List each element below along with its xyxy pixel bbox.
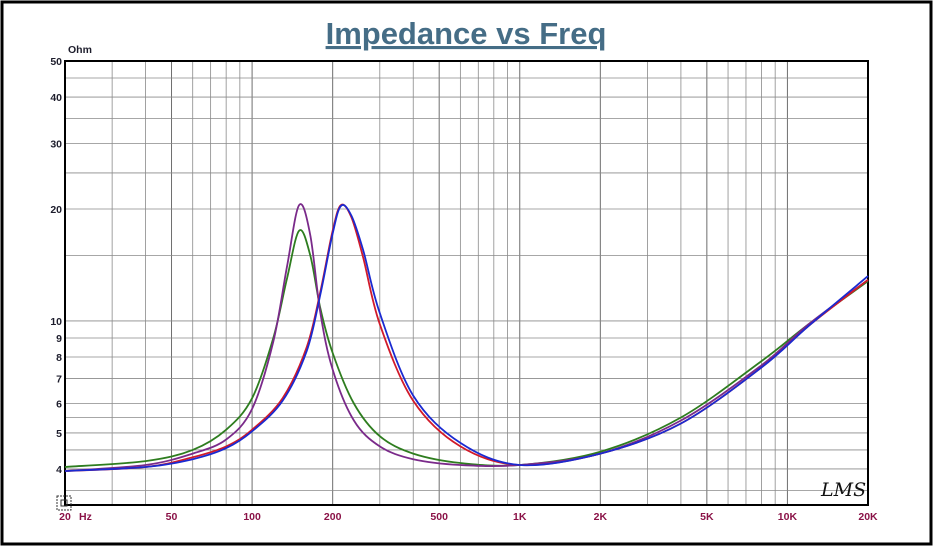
watermark-logo: LMS [820, 479, 866, 501]
y-tick-label: 8 [56, 352, 62, 364]
y-tick-label: 4 [56, 464, 62, 476]
x-tick-label: 500 [430, 511, 448, 523]
x-tick-label: 50 [166, 511, 178, 523]
y-tick-label: 9 [56, 333, 62, 345]
x-tick-label: 5K [700, 511, 714, 523]
y-tick-label: 40 [50, 92, 62, 104]
grid [64, 60, 869, 505]
x-tick-label: 1K [513, 511, 527, 523]
y-tick-label: 6 [56, 398, 62, 410]
y-tick-label: 10 [50, 316, 62, 328]
series-line-2 [64, 203, 869, 472]
x-tick-labels: 20 50 100 200 500 1K 2K 5K 10K 20K [59, 511, 878, 523]
plot-border [64, 60, 869, 506]
x-tick-label: 2K [594, 511, 608, 523]
x-tick-label: 200 [324, 511, 342, 523]
cursor-icon[interactable] [56, 495, 72, 511]
series-line-4 [64, 204, 869, 472]
y-tick-label: 30 [50, 139, 62, 151]
series-line-1 [64, 229, 869, 468]
y-tick-label: 5 [56, 428, 62, 440]
y-tick-label: 50 [50, 56, 62, 68]
x-tick-label: 10K [778, 511, 798, 523]
y-axis-unit: Ohm [68, 44, 92, 56]
x-tick-label: 20K [858, 511, 878, 523]
y-tick-label: 7 [56, 374, 62, 386]
x-tick-label: 100 [243, 511, 261, 523]
y-tick-label: 20 [50, 204, 62, 216]
series-group [64, 203, 869, 472]
y-tick-labels: 4 5 6 7 8 9 10 20 30 40 50 [50, 56, 62, 476]
x-tick-label: 20 [59, 511, 71, 523]
chart-title: Impedance vs Freq [326, 16, 607, 51]
x-axis-unit: Hz [79, 511, 92, 523]
